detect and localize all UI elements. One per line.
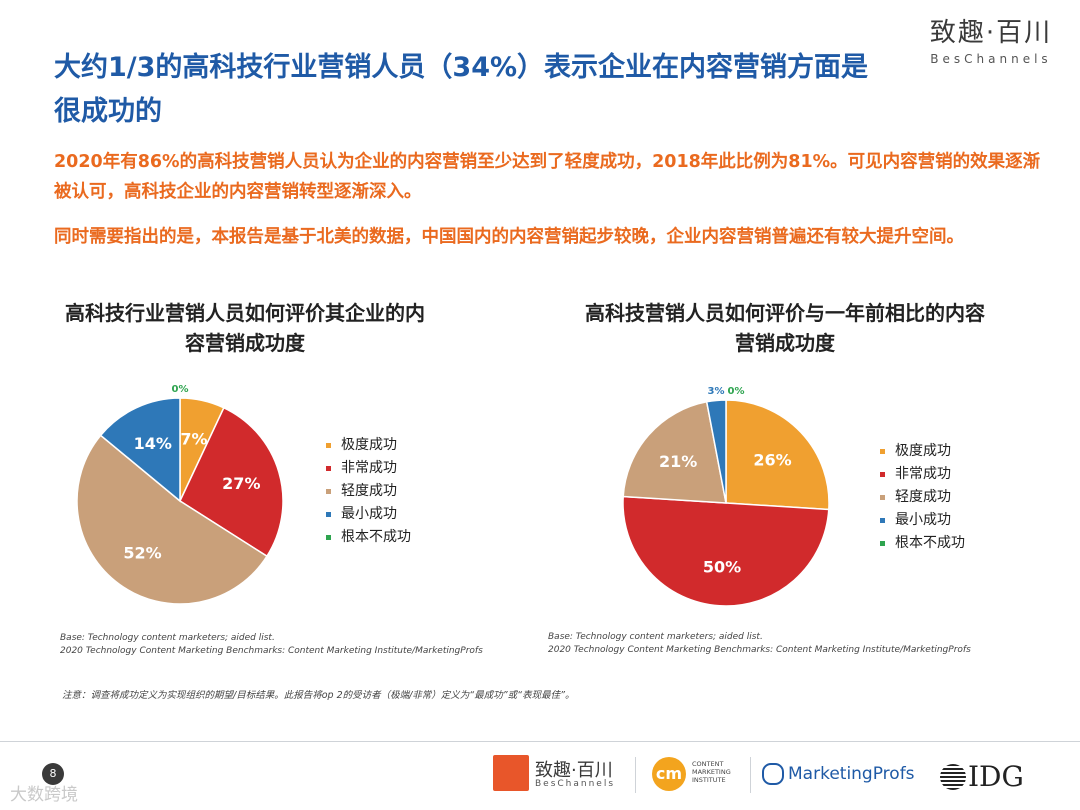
slice-value-label: 21% — [659, 452, 697, 471]
marketingprofs-logo: MarketingProfs — [762, 763, 915, 789]
chart2-title: 高科技营销人员如何评价与一年前相比的内容营销成功度 — [585, 301, 985, 355]
pie-slice — [99, 397, 181, 503]
legend-label: 根本不成功 — [341, 529, 411, 545]
legend-swatch — [326, 465, 331, 471]
slice-value-label: 27% — [222, 474, 260, 493]
legend-label: 根本不成功 — [895, 535, 965, 551]
pie-chart-2: 26% 50% 21% 3% 0% — [622, 386, 830, 607]
idg-globe-icon — [940, 763, 966, 790]
page-number: 8 — [42, 763, 64, 785]
slice-value-label: 52% — [123, 544, 161, 563]
pie-slice — [725, 399, 830, 511]
legend-label: 非常成功 — [341, 460, 397, 476]
legend-label: 轻度成功 — [895, 489, 951, 505]
legend-item: 轻度成功 — [880, 486, 965, 509]
slice-value-label: 3% — [708, 386, 725, 397]
marketingprofs-icon — [762, 763, 784, 785]
body-paragraph-1: 2020年有86%的高科技营销人员认为企业的内容营销至少达到了轻度成功，2018… — [54, 152, 1041, 202]
idg-name: IDG — [968, 760, 1024, 793]
legend-item: 根本不成功 — [880, 532, 965, 555]
legend-item: 最小成功 — [326, 503, 411, 526]
cmi-mark-icon: cm — [652, 757, 686, 791]
legend-label: 非常成功 — [895, 466, 951, 482]
body-paragraph-2: 同时需要指出的是，本报告是基于北美的数据，中国国内的内容营销起步较晚，企业内容营… — [54, 227, 964, 247]
idg-logo: IDG — [940, 760, 1024, 793]
legend-item: 非常成功 — [880, 463, 965, 486]
cmi-text-line: CONTENT — [692, 760, 724, 768]
legend-swatch — [326, 488, 331, 494]
pie-slice — [179, 406, 284, 558]
legend-swatch — [880, 448, 885, 454]
legend-label: 最小成功 — [341, 506, 397, 522]
legend-label: 最小成功 — [895, 512, 951, 528]
legend-swatch — [880, 517, 885, 523]
beschannels-mark-icon — [493, 755, 529, 791]
slice-value-label: 0% — [728, 386, 745, 397]
footer-beschannels-logo: 致趣·百川 BesChannels — [493, 755, 623, 793]
footer-logo-cn: 致趣·百川 — [535, 760, 613, 781]
slice-value-label: 0% — [172, 384, 189, 395]
chart2-source: 2020 Technology Content Marketing Benchm… — [548, 645, 971, 655]
marketingprofs-name: MarketingProfs — [788, 764, 915, 784]
chart1-source: 2020 Technology Content Marketing Benchm… — [60, 646, 483, 656]
footer-separator — [635, 757, 636, 793]
brand-logo-cn: 致趣·百川 — [929, 18, 1053, 48]
slice-value-label: 14% — [134, 434, 172, 453]
legend-swatch — [326, 534, 331, 540]
legend-swatch — [326, 511, 331, 517]
legend-item: 非常成功 — [326, 457, 411, 480]
chart1-legend: 极度成功非常成功轻度成功最小成功根本不成功 — [326, 434, 411, 549]
chart1-footnote: Base: Technology content marketers; aide… — [60, 632, 483, 658]
slice-value-label: 50% — [703, 558, 741, 577]
slice-value-label: 26% — [753, 450, 791, 469]
footer-logo-en: BesChannels — [535, 779, 616, 789]
legend-item: 极度成功 — [326, 434, 411, 457]
chart1-base: Base: Technology content marketers; aide… — [60, 633, 275, 643]
cmi-logo: cm CONTENT MARKETING INSTITUTE — [646, 755, 756, 795]
cmi-text-line: MARKETING — [692, 768, 731, 776]
legend-label: 轻度成功 — [341, 483, 397, 499]
pie-slice — [76, 434, 269, 605]
legend-swatch — [326, 442, 331, 448]
pie-slice — [705, 399, 727, 504]
legend-swatch — [880, 540, 885, 546]
pie-slice — [622, 495, 830, 607]
chart2-legend: 极度成功非常成功轻度成功最小成功根本不成功 — [880, 440, 965, 555]
slide-title: 大约1/3的高科技行业营销人员（34%）表示企业在内容营销方面是很成功的 — [54, 52, 869, 127]
cmi-text-line: INSTITUTE — [692, 776, 726, 784]
footnote-note: 注意：调查将成功定义为实现组织的期望/目标结果。此报告将op 2的受访者（极端/… — [62, 690, 575, 701]
pie-chart-1: 7% 27% 52% 14% 0% — [76, 384, 284, 605]
legend-item: 极度成功 — [880, 440, 965, 463]
legend-swatch — [880, 494, 885, 500]
legend-swatch — [880, 471, 885, 477]
corner-watermark: 大数跨境 — [10, 785, 78, 805]
brand-logo: 致趣·百川 BesChannels — [926, 18, 1056, 66]
footer-divider — [0, 741, 1080, 742]
legend-item: 根本不成功 — [326, 526, 411, 549]
legend-item: 轻度成功 — [326, 480, 411, 503]
chart1-title: 高科技行业营销人员如何评价其企业的内容营销成功度 — [65, 301, 425, 355]
chart2-base: Base: Technology content marketers; aide… — [548, 632, 763, 642]
legend-item: 最小成功 — [880, 509, 965, 532]
cmi-text: CONTENT MARKETING INSTITUTE — [692, 760, 731, 784]
pie-slice — [622, 400, 727, 504]
legend-label: 极度成功 — [341, 437, 397, 453]
legend-label: 极度成功 — [895, 443, 951, 459]
brand-logo-en: BesChannels — [930, 52, 1052, 66]
slice-value-label: 7% — [180, 430, 207, 449]
footer-separator — [750, 757, 751, 793]
chart2-footnote: Base: Technology content marketers; aide… — [548, 631, 971, 657]
